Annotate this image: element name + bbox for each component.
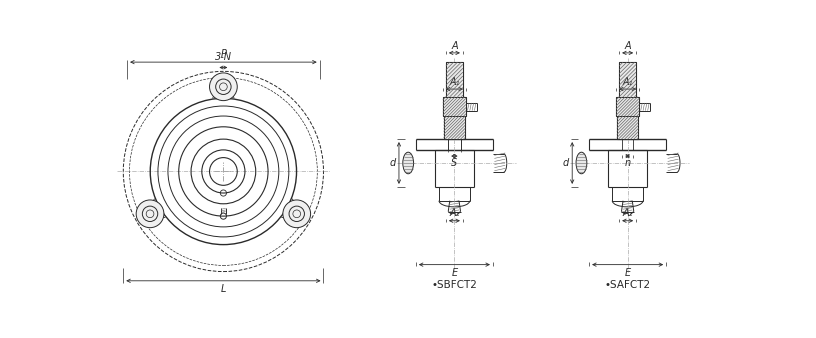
Text: •SAFCT2: •SAFCT2 — [605, 281, 650, 290]
Text: A: A — [624, 41, 631, 51]
Text: A₂: A₂ — [449, 209, 459, 218]
Circle shape — [136, 200, 164, 228]
Bar — [444, 116, 465, 139]
Circle shape — [210, 73, 237, 101]
Text: A₁: A₁ — [623, 77, 633, 87]
Bar — [616, 97, 639, 116]
Text: •SBFCT2: •SBFCT2 — [432, 281, 477, 290]
Text: d: d — [389, 158, 396, 168]
Text: A: A — [451, 41, 458, 51]
Circle shape — [283, 200, 311, 228]
Text: A₁: A₁ — [449, 77, 459, 87]
Text: L: L — [220, 284, 226, 294]
Ellipse shape — [403, 152, 414, 174]
Bar — [619, 62, 636, 97]
Text: d: d — [563, 158, 569, 168]
Text: S: S — [451, 159, 458, 168]
Text: P: P — [220, 49, 226, 59]
Bar — [617, 116, 638, 139]
Text: E: E — [624, 268, 631, 278]
Bar — [446, 62, 463, 97]
Text: E: E — [451, 268, 458, 278]
Text: n: n — [624, 159, 631, 168]
Bar — [443, 97, 466, 116]
Ellipse shape — [576, 152, 587, 174]
Text: 3-N: 3-N — [215, 52, 232, 62]
Text: A₂: A₂ — [623, 209, 633, 218]
